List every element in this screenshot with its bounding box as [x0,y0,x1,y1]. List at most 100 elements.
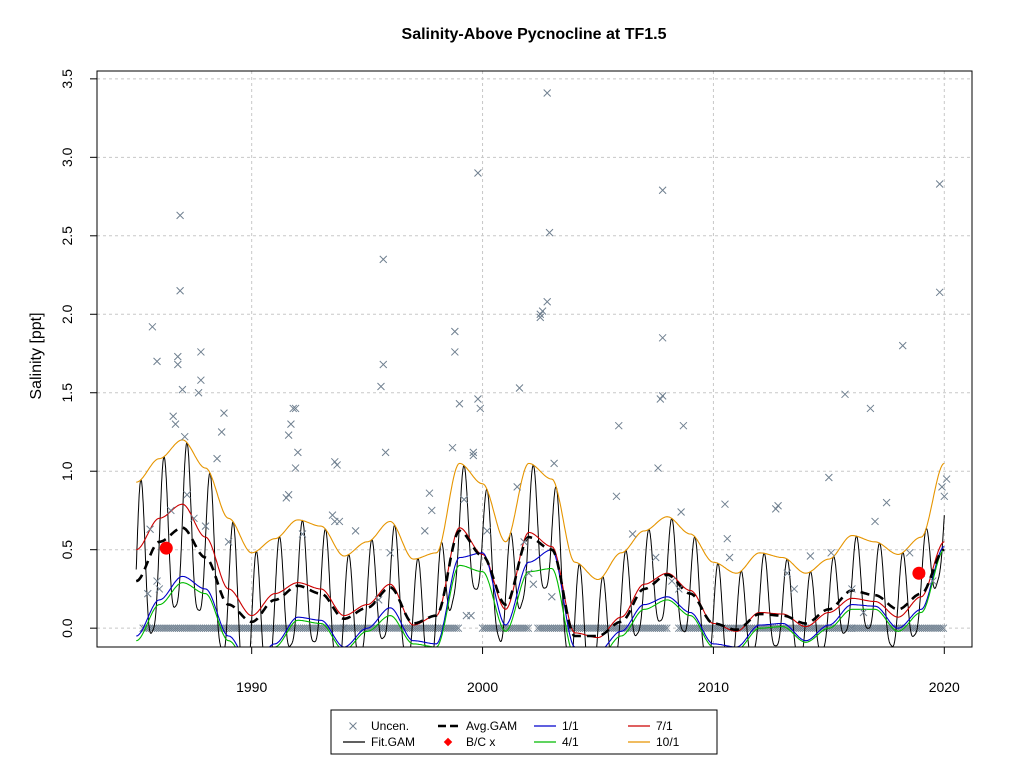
uncen-point [335,517,344,526]
x-tick-label: 2010 [698,679,729,695]
uncen-point [450,348,459,356]
uncen-point [476,404,485,413]
uncen-point [291,464,300,472]
legend-item: Uncen. [349,719,409,733]
uncen-point [940,492,949,501]
uncen-point [806,552,815,560]
uncen-point [543,297,552,306]
legend-box [330,709,718,755]
uncen-point [374,596,383,604]
uncen-point [167,506,175,515]
uncen-point [173,360,182,369]
uncen-point [841,390,849,399]
legend-label: 1/1 [562,719,579,733]
uncen-point [287,420,295,428]
uncen-point [656,395,665,403]
uncen-point [379,360,388,369]
uncen-point [213,454,221,463]
uncen-point [294,448,302,457]
uncen-point [201,522,210,531]
y-tick-label: 3.0 [59,147,75,167]
uncen-point [351,527,360,535]
y-tick-label: 2.5 [59,226,75,246]
legend-label: 7/1 [656,719,673,733]
uncen-point [194,388,203,397]
y-tick-label: 1.0 [59,461,75,481]
uncen-point [674,585,683,593]
uncen-point [155,585,164,593]
uncen-point [536,310,545,319]
uncen-point [469,448,478,457]
censored-zero-point [452,624,461,633]
uncen-point [284,431,293,439]
uncen-point [679,421,688,430]
uncen-point [190,514,198,523]
legend-item: 4/1 [534,735,579,749]
plot-frame [96,70,973,648]
uncen-point [848,585,856,593]
x-tick-label: 2020 [929,679,960,695]
uncen-point [825,473,833,482]
y-axis: 0.0 0.5 1.0 1.5 2.0 2.5 3.0 3.5 [59,69,97,638]
legend-item: 10/1 [628,735,680,749]
uncen-point [450,327,459,336]
fit-gam-line [135,442,945,647]
uncen-point [721,500,729,509]
uncen-point [547,592,556,601]
censored-zero-point [937,624,946,633]
legend-label: Fit.GAM [371,735,415,749]
uncen-point [483,527,492,535]
y-tick-label: 0.5 [59,540,75,560]
uncen-point [771,505,780,513]
x-axis: 1990 2000 2010 2020 [236,647,960,695]
y-tick-label: 3.5 [59,69,75,89]
uncen-point [427,506,436,515]
uncen-point [654,464,662,472]
uncen-point [677,508,685,516]
censored-zero-point [524,624,533,633]
uncen-point [171,420,180,428]
censored-zero-point [939,624,948,633]
uncen-point [859,608,868,617]
y-tick-label: 0.0 [59,618,75,638]
uncen-point [153,357,161,366]
uncen-point [612,492,621,501]
uncen-point [455,399,464,408]
uncen-point [520,537,528,546]
uncen-point [723,534,732,543]
series-7-1-line [136,503,945,639]
uncen-point [176,211,184,220]
uncen-point [538,307,547,315]
chart-title: Salinity-Above Pycnocline at TF1.5 [402,26,667,43]
uncen-point [173,352,182,361]
series-1-1-line [136,546,945,647]
uncen-point [725,553,734,562]
uncen-point [866,404,875,413]
uncen-point [379,255,388,264]
uncen-point [536,313,545,322]
uncen-point [386,548,395,557]
uncen-point [224,537,233,546]
uncen-point [197,348,205,356]
legend-item: 1/1 [534,719,579,733]
legend: Uncen. Avg.GAM 1/1 7/1 Fit.GAM B/C x 4/1 10/1 [330,709,718,755]
uncen-point [898,341,907,350]
uncen-point [871,517,879,526]
uncen-point [183,490,191,499]
uncen-point [148,322,157,331]
x-tick-label: 1990 [236,679,267,695]
uncen-point [827,548,836,557]
uncen-point [425,489,434,498]
uncen-point [420,527,429,535]
legend-label: Avg.GAM [466,719,517,733]
legend-symbol [443,737,453,747]
uncen-point [905,548,914,557]
uncen-point [935,180,944,188]
uncen-point [143,589,152,598]
y-tick-label: 2.0 [59,304,75,324]
uncen-point [460,495,468,504]
uncen-point [774,501,782,510]
uncen-point [783,569,792,578]
uncen-point [524,569,533,578]
series-10-1-line [136,439,945,581]
